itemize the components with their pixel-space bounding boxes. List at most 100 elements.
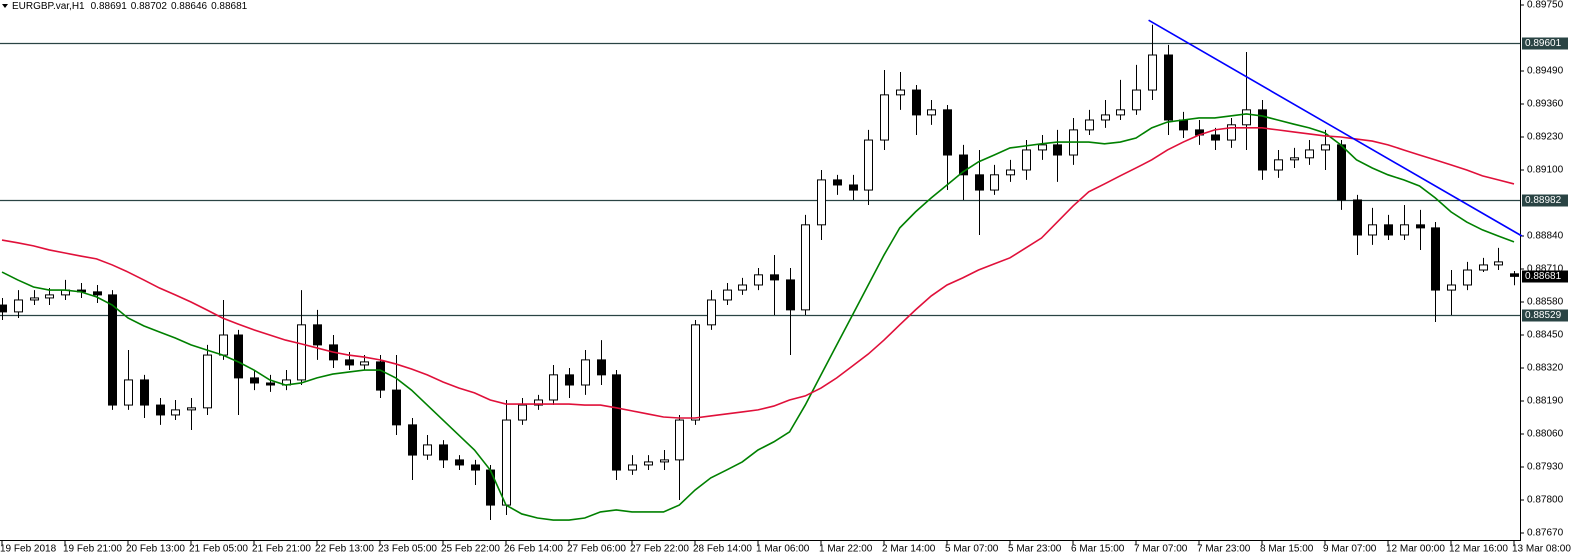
candle-body <box>691 324 700 421</box>
candle-body <box>833 179 842 186</box>
y-tick-label: 0.88840 <box>1527 231 1564 242</box>
x-tick-label: 13 Mar 08:00 <box>1512 544 1571 555</box>
y-tick-label: 0.88580 <box>1527 297 1564 308</box>
header-high: 0.88702 <box>131 1 168 12</box>
x-tick-label: 26 Feb 14:00 <box>504 544 563 555</box>
candle-body <box>1290 157 1299 161</box>
candle-body <box>1431 227 1440 291</box>
candle-body <box>0 304 7 313</box>
plot <box>0 19 1523 521</box>
level-label-box <box>1522 309 1568 322</box>
candle-body <box>1101 114 1110 121</box>
candle-body <box>171 409 180 416</box>
y-tick-label: 0.89490 <box>1527 66 1564 77</box>
candle-body <box>644 461 653 466</box>
candle-body <box>1258 109 1267 171</box>
candle-body <box>912 89 921 116</box>
candle-body <box>770 274 779 281</box>
candle-body <box>707 299 716 326</box>
candle-body <box>975 174 984 191</box>
y-tick-label: 0.88320 <box>1527 363 1564 374</box>
x-tick-label: 27 Feb 22:00 <box>630 544 689 555</box>
candle-body <box>1384 224 1393 236</box>
level-label: 0.88529 <box>1525 310 1562 321</box>
candle-body <box>1305 149 1314 159</box>
chart-header: EURGBP.var,H1 0.88691 0.88702 0.88646 0.8868… <box>12 1 248 12</box>
x-tick-label: 25 Feb 22:00 <box>441 544 500 555</box>
candle-body <box>1179 119 1188 131</box>
candle-body <box>360 361 369 366</box>
candle-body <box>612 374 621 471</box>
candle-body <box>345 359 354 366</box>
candle-body <box>880 94 889 141</box>
candle-body <box>1274 159 1283 171</box>
x-tick-label: 6 Mar 15:00 <box>1071 544 1125 555</box>
candle-body <box>990 174 999 191</box>
candle-body <box>1132 89 1141 111</box>
candle-body <box>423 444 432 456</box>
candle-body <box>1368 224 1377 236</box>
candle-body <box>1400 224 1409 236</box>
candle-body <box>1116 109 1125 116</box>
candle-body <box>1321 144 1330 151</box>
x-tick-label: 28 Feb 14:00 <box>693 544 752 555</box>
candle-body <box>1227 124 1236 141</box>
candle-body <box>1006 169 1015 176</box>
candle-body <box>234 334 243 379</box>
candle-body <box>1164 54 1173 121</box>
price-label-box <box>1522 270 1568 283</box>
candle-body <box>1022 149 1031 171</box>
x-tick-label: 1 Mar 06:00 <box>756 544 810 555</box>
candle-body <box>597 359 606 376</box>
candle-body <box>187 407 196 411</box>
candle-body <box>565 374 574 386</box>
candle-body <box>1085 119 1094 131</box>
candle-body <box>140 379 149 406</box>
candle-body <box>628 464 637 471</box>
candle-body <box>156 404 165 416</box>
candle-body <box>896 89 905 96</box>
level-label: 0.89601 <box>1525 38 1562 49</box>
candle-body <box>219 334 228 356</box>
x-tick-label: 12 Mar 16:00 <box>1449 544 1508 555</box>
candle-body <box>455 459 464 466</box>
chart-title: EURGBP.var,H1 <box>12 1 85 12</box>
y-tick-label: 0.89230 <box>1527 132 1564 143</box>
y-tick-label: 0.87930 <box>1527 462 1564 473</box>
y-tick-label: 0.88190 <box>1527 396 1564 407</box>
candle-body <box>203 354 212 409</box>
level-label-box <box>1522 194 1568 207</box>
candle-body <box>581 359 590 386</box>
candle-body <box>1447 284 1456 291</box>
x-tick-label: 7 Mar 07:00 <box>1134 544 1188 555</box>
candle-body <box>124 379 133 406</box>
candle-body <box>518 404 527 421</box>
candle-body <box>1148 54 1157 91</box>
x-tick-label: 5 Mar 07:00 <box>945 544 999 555</box>
y-tick-label: 0.87800 <box>1527 495 1564 506</box>
y-tick-label: 0.89750 <box>1527 0 1564 11</box>
y-tick-label: 0.89100 <box>1527 165 1564 176</box>
candle-body <box>849 184 858 191</box>
x-tick-label: 8 Mar 15:00 <box>1260 544 1314 555</box>
candle-body <box>1416 224 1425 229</box>
candle-body <box>1211 134 1220 141</box>
x-tick-label: 19 Feb 21:00 <box>63 544 122 555</box>
candle-body <box>1494 261 1503 266</box>
x-tick-label: 12 Mar 00:00 <box>1386 544 1445 555</box>
x-tick-label: 23 Feb 05:00 <box>378 544 437 555</box>
price-label: 0.88681 <box>1525 271 1562 282</box>
candle-body <box>675 419 684 461</box>
x-tick-label: 7 Mar 23:00 <box>1197 544 1251 555</box>
candle-body <box>108 294 117 406</box>
trendline <box>1148 19 1523 237</box>
x-tick-label: 21 Feb 05:00 <box>189 544 248 555</box>
y-tick-label: 0.87670 <box>1527 528 1564 539</box>
candle-body <box>1337 144 1346 201</box>
candle-body <box>927 109 936 116</box>
candle-body <box>801 224 810 311</box>
candle-body <box>1053 144 1062 156</box>
candle-body <box>250 377 259 384</box>
header-open: 0.88691 <box>91 1 128 12</box>
